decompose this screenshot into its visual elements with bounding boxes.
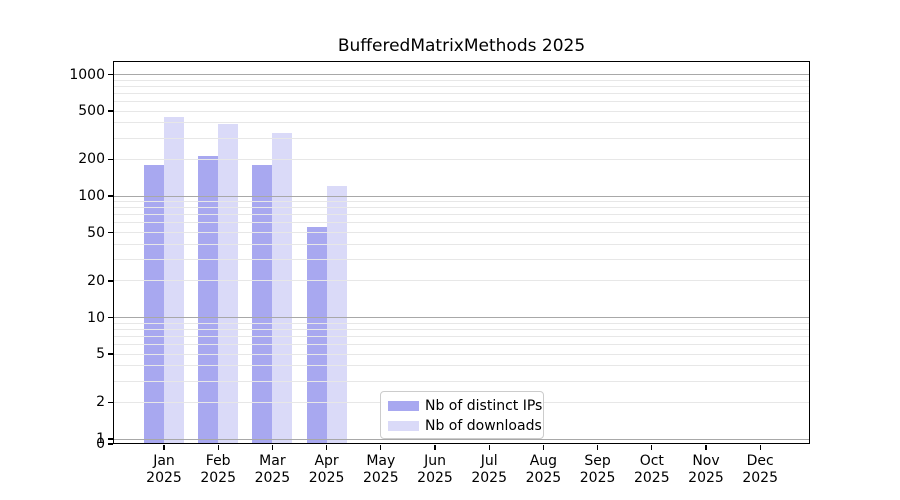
- legend-item-downloads: Nb of downloads: [381, 416, 543, 436]
- y-tick-label-2: 2: [96, 394, 105, 411]
- gridline-10: [113, 317, 810, 318]
- gridline-300: [113, 137, 810, 139]
- y-tick-label-20: 20: [87, 272, 105, 289]
- gridline-30: [113, 259, 810, 261]
- y-tick-label-0: 0: [96, 436, 105, 452]
- bar-distinct-ips-feb: [198, 155, 219, 444]
- gridline-900: [113, 79, 810, 81]
- y-tick-label-500: 500: [78, 103, 105, 120]
- gridline-400: [113, 122, 810, 124]
- gridline-90: [113, 201, 810, 203]
- bar-downloads-apr: [326, 185, 347, 444]
- gridline-4: [113, 365, 810, 367]
- gridline-50: [113, 232, 810, 234]
- y-tick-50: [108, 231, 113, 234]
- gridline-1000: [113, 74, 810, 75]
- gridline-60: [113, 222, 810, 224]
- legend-swatch-downloads: [388, 421, 419, 431]
- x-tick-label-mar: Mar 2025: [254, 453, 291, 486]
- gridline-200: [113, 158, 810, 160]
- legend-label-distinct-ips: Nb of distinct IPs: [425, 398, 543, 414]
- y-tick-label-200: 200: [78, 151, 105, 168]
- gridline-100: [113, 195, 810, 197]
- y-tick-2: [108, 401, 113, 403]
- x-tick-oct: [651, 445, 653, 450]
- gridline-5: [113, 353, 810, 355]
- y-tick-500: [108, 110, 113, 112]
- x-tick-label-jun: Jun 2025: [417, 453, 453, 486]
- gridline-7: [113, 335, 810, 337]
- x-tick-sep: [597, 445, 599, 450]
- x-tick-label-feb: Feb 2025: [200, 453, 236, 486]
- x-tick-may: [380, 445, 382, 450]
- y-tick-label-10: 10: [87, 309, 105, 326]
- x-tick-jul: [488, 445, 490, 450]
- legend: Nb of distinct IPs Nb of downloads: [380, 391, 544, 439]
- gridline-1: [113, 438, 810, 440]
- x-tick-label-dec: Dec 2025: [742, 453, 778, 486]
- x-tick-feb: [217, 445, 219, 450]
- gridline-80: [113, 207, 810, 209]
- y-tick-200: [108, 158, 113, 160]
- y-tick-label-1000: 1000: [69, 66, 105, 83]
- x-tick-label-aug: Aug 2025: [525, 453, 562, 486]
- y-tick-label-100: 100: [78, 188, 105, 204]
- bar-downloads-jan: [164, 116, 184, 444]
- x-tick-label-oct: Oct 2025: [633, 453, 670, 486]
- gridline-800: [113, 85, 810, 87]
- x-tick-jan: [163, 445, 165, 450]
- gridline-3: [113, 380, 810, 382]
- x-tick-nov: [705, 445, 707, 450]
- y-tick-10: [108, 316, 113, 319]
- legend-label-downloads: Nb of downloads: [425, 418, 542, 434]
- y-tick-label-5: 5: [96, 346, 105, 363]
- gridline-9: [113, 322, 810, 324]
- gridline-40: [113, 243, 810, 245]
- legend-swatch-distinct-ips: [388, 401, 419, 411]
- bar-distinct-ips-mar: [252, 164, 273, 444]
- x-tick-label-apr: Apr 2025: [308, 453, 345, 486]
- bar-downloads-mar: [272, 133, 293, 444]
- x-tick-aug: [542, 445, 544, 450]
- y-tick-label-50: 50: [87, 224, 105, 241]
- x-tick-label-jan: Jan 2025: [146, 453, 182, 486]
- x-tick-label-jul: Jul 2025: [471, 453, 507, 486]
- x-tick-label-may: May 2025: [362, 453, 399, 486]
- x-tick-apr: [326, 445, 328, 450]
- y-tick-1: [108, 438, 113, 440]
- y-tick-100: [108, 195, 113, 197]
- y-tick-5: [108, 353, 113, 355]
- legend-item-distinct-ips: Nb of distinct IPs: [381, 396, 543, 416]
- x-tick-jun: [434, 445, 436, 450]
- x-tick-mar: [271, 445, 273, 450]
- gridline-70: [113, 214, 810, 216]
- y-tick-0: [108, 443, 113, 445]
- x-tick-label-sep: Sep 2025: [579, 453, 616, 486]
- gridline-500: [113, 110, 810, 112]
- gridline-600: [113, 100, 810, 102]
- x-tick-dec: [759, 445, 761, 450]
- y-tick-label-1: 1: [96, 431, 105, 447]
- y-tick-1000: [108, 73, 113, 76]
- gridline-8: [113, 328, 810, 330]
- bar-downloads-feb: [218, 124, 239, 444]
- y-tick-20: [108, 280, 113, 282]
- gridline-6: [113, 343, 810, 345]
- x-tick-label-nov: Nov 2025: [688, 453, 724, 486]
- gridline-700: [113, 92, 810, 94]
- gridline-20: [113, 280, 810, 282]
- bar-distinct-ips-jan: [144, 164, 164, 444]
- chart-title: BufferedMatrixMethods 2025: [337, 36, 586, 56]
